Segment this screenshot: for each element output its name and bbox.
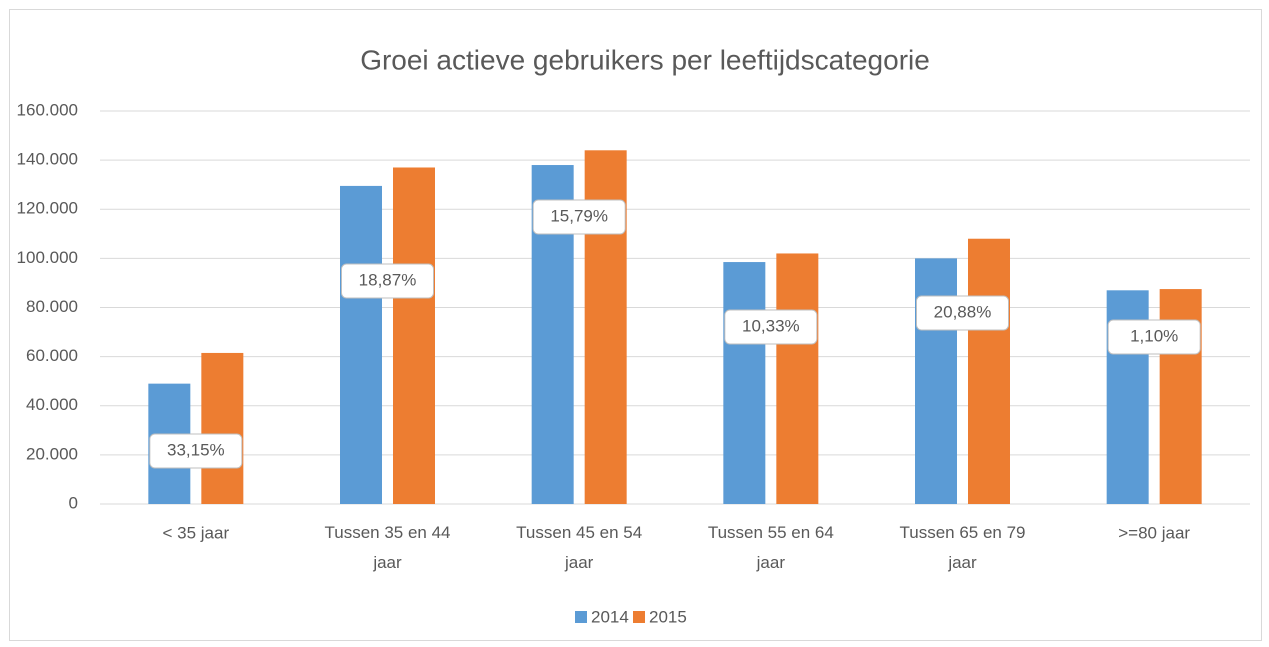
x-tick-label: Tussen 35 en 44 jaar <box>324 523 450 572</box>
y-tick-label: 140.000 <box>17 150 78 169</box>
annotation-box <box>1107 319 1201 355</box>
x-tick-label-line: jaar <box>947 553 977 572</box>
y-tick-label: 100.000 <box>17 248 78 267</box>
x-tick-label: >=80 jaar <box>1118 523 1190 542</box>
bar <box>201 352 244 504</box>
annotation-box <box>341 263 434 299</box>
annotation: 1,10% <box>1130 326 1178 345</box>
legend-swatch <box>575 611 587 623</box>
chart-border <box>9 9 1262 641</box>
x-tick-label: Tussen 55 en 64 jaar <box>708 523 834 572</box>
y-tick-label: 0 <box>69 493 78 512</box>
bar <box>968 238 1010 504</box>
x-tick-label: < 35 jaar <box>163 523 230 542</box>
y-tick-label: 60.000 <box>26 346 78 365</box>
x-tick-label-line: jaar <box>564 553 594 572</box>
y-tick-label: 20.000 <box>26 444 78 463</box>
annotation: 15,79% <box>550 206 608 225</box>
x-tick-label-line: Tussen 45 en 54 <box>516 523 642 542</box>
annotation: 10,33% <box>742 316 800 335</box>
y-tick-label: 40.000 <box>26 395 78 414</box>
x-tick-label-line: jaar <box>756 553 786 572</box>
annotation-box <box>532 199 626 235</box>
bar <box>340 185 382 504</box>
annotation: 20,88% <box>934 302 992 321</box>
legend-label: 2015 <box>649 607 687 626</box>
legend-label: 2014 <box>591 607 629 626</box>
annotation-box <box>724 309 818 345</box>
y-tick-label: 80.000 <box>26 297 78 316</box>
x-tick-label-line: Tussen 35 en 44 <box>324 523 450 542</box>
x-tick-label-line: Tussen 65 en 79 <box>899 523 1025 542</box>
bar <box>915 258 957 504</box>
y-tick-label: 160.000 <box>17 100 78 119</box>
chart-title: Groei actieve gebruikers per leeftijdsca… <box>360 44 930 75</box>
x-tick-label-line: jaar <box>372 553 402 572</box>
annotation: 33,15% <box>167 440 225 459</box>
bar <box>393 167 435 504</box>
x-tick-label: Tussen 45 en 54 jaar <box>516 523 642 572</box>
x-tick-label: Tussen 65 en 79 jaar <box>899 523 1025 572</box>
y-tick-label: 120.000 <box>17 199 78 218</box>
legend-swatch <box>633 611 645 623</box>
bar <box>723 262 766 504</box>
bar <box>776 253 819 504</box>
x-tick-label-line: Tussen 55 en 64 <box>708 523 834 542</box>
annotation: 18,87% <box>359 270 417 289</box>
annotation-box <box>149 433 243 469</box>
annotation-box <box>916 295 1009 331</box>
